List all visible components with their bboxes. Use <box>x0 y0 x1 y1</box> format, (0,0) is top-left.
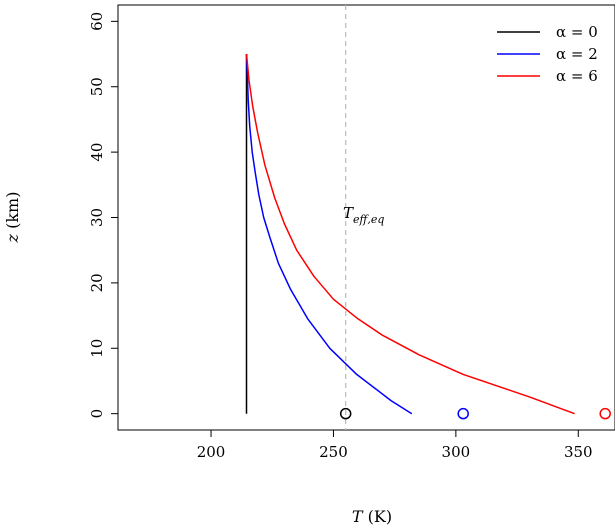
y-axis-title: z (km) <box>3 192 22 244</box>
y-axis-title-var: z <box>3 233 22 243</box>
x-tick-label: 200 <box>197 443 226 461</box>
x-tick-label: 350 <box>564 443 593 461</box>
y-tick-label: 40 <box>88 143 106 162</box>
series-lines <box>245 53 575 415</box>
y-axis-title-unit: (km) <box>3 192 22 234</box>
x-axis-title: T (K) <box>352 507 392 526</box>
y-tick-label: 30 <box>88 208 106 227</box>
x-tick-label: 300 <box>442 443 471 461</box>
axis-ticks: 200 250 300 350 0 10 20 30 40 50 60 <box>88 12 593 461</box>
y-tick-label: 60 <box>88 12 106 31</box>
legend-label-1: α = 2 <box>556 45 598 63</box>
surface-markers <box>339 407 611 420</box>
y-tick-label: 50 <box>88 77 106 96</box>
x-axis-title-unit: (K) <box>363 507 393 526</box>
x-axis-title-var: T <box>352 507 364 526</box>
teff-annotation-sub: eff,eq <box>353 213 384 226</box>
x-tick-label: 250 <box>319 443 348 461</box>
series-line-1 <box>245 53 413 415</box>
y-tick-label: 10 <box>88 339 106 358</box>
teff-annotation-main: T <box>343 204 354 222</box>
surface-marker-2 <box>599 407 611 420</box>
series-line-2 <box>245 53 575 415</box>
teff-annotation: Teff,eq <box>343 204 384 226</box>
legend-label-2: α = 6 <box>556 67 598 85</box>
surface-marker-0 <box>339 407 352 420</box>
y-tick-label: 0 <box>88 409 106 419</box>
surface-marker-1 <box>457 407 469 420</box>
legend-label-0: α = 0 <box>556 23 598 41</box>
legend: α = 0 α = 2 α = 6 <box>497 23 598 85</box>
y-tick-label: 20 <box>88 273 106 292</box>
